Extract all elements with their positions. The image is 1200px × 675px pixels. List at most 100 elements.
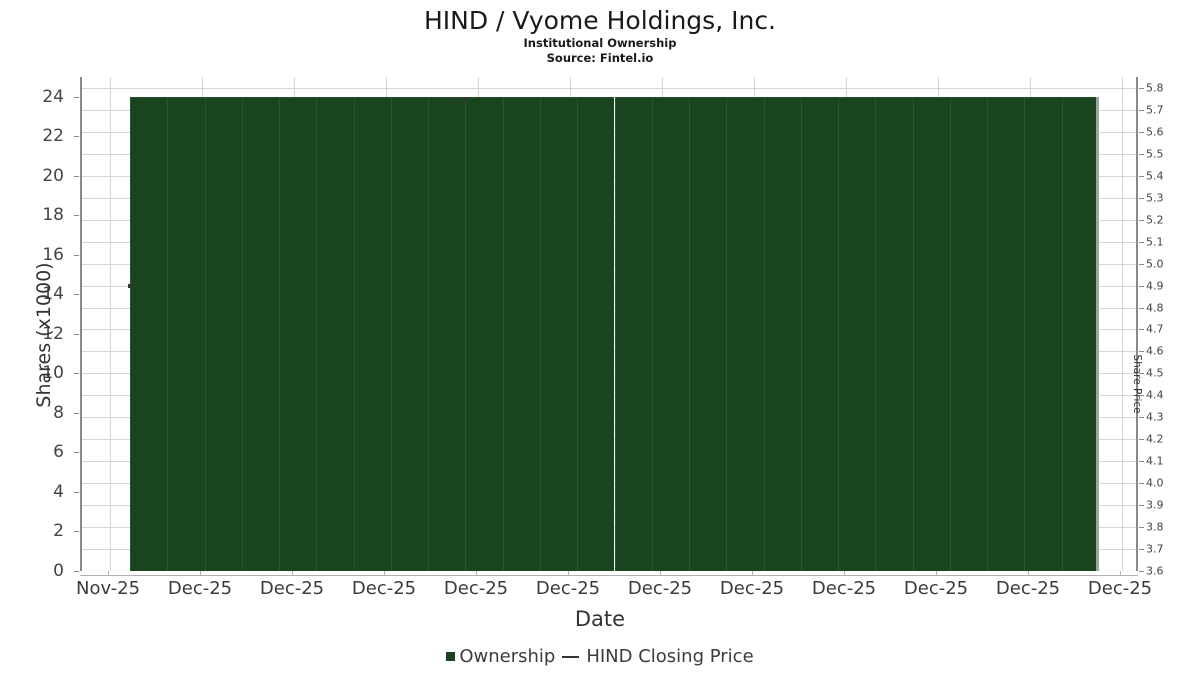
bar[interactable] [577, 96, 615, 571]
y-axis-left-tick: 2 [53, 521, 64, 542]
y-axis-left-tick: 10 [42, 363, 64, 384]
bar[interactable] [614, 96, 652, 571]
x-axis-labels: Nov-25 Dec-25 Dec-25 Dec-25 Dec-25 Dec-25 Dec-… [0, 578, 1200, 606]
tick-mark-right [1139, 549, 1144, 551]
tick-mark-bottom [936, 571, 937, 576]
tick-mark-right [1139, 131, 1144, 133]
bar[interactable] [539, 96, 578, 571]
bar[interactable] [875, 96, 913, 571]
tick-mark-right [1139, 439, 1144, 441]
tick-mark-left [74, 373, 79, 375]
tick-mark-bottom [108, 571, 109, 576]
bar[interactable] [949, 96, 988, 571]
tick-mark-left [74, 136, 79, 138]
y-axis-right-tick: 3.8 [1146, 520, 1164, 534]
bar[interactable] [726, 96, 764, 571]
bar[interactable] [241, 96, 280, 571]
bar[interactable] [130, 96, 168, 571]
y-axis-left-tick: 4 [53, 481, 64, 502]
y-axis-right-tick: 5.0 [1146, 257, 1164, 271]
y-axis-right-tick: 4.3 [1146, 410, 1164, 424]
bar[interactable] [353, 96, 391, 571]
chart-header: HIND / Vyome Holdings, Inc. Institutiona… [0, 0, 1200, 66]
bar[interactable] [838, 96, 876, 571]
tick-mark-right [1139, 241, 1144, 243]
tick-mark-bottom [1120, 571, 1121, 576]
y-axis-right-tick: 4.7 [1146, 322, 1164, 336]
tick-mark-bottom [660, 571, 661, 576]
bar[interactable] [800, 96, 839, 571]
bar[interactable] [279, 96, 317, 571]
legend-label-price: HIND Closing Price [586, 646, 754, 667]
chart-source: Source: Fintel.io [546, 51, 654, 65]
bar[interactable] [763, 96, 801, 571]
bar[interactable] [204, 96, 242, 571]
tick-mark-right [1139, 417, 1144, 419]
x-axis-line [80, 575, 1138, 576]
y-axis-right-tick: 5.6 [1146, 125, 1164, 139]
x-axis-tick: Dec-25 [259, 578, 325, 599]
y-axis-right-tick: 5.4 [1146, 169, 1164, 183]
tick-mark-right [1139, 285, 1144, 287]
tick-mark-right [1139, 483, 1144, 485]
tick-mark-right [1139, 153, 1144, 155]
x-axis-tick: Dec-25 [627, 578, 693, 599]
tick-mark-left [74, 531, 79, 533]
tick-mark-left [74, 452, 79, 454]
y-axis-right-tick: 4.6 [1146, 344, 1164, 358]
y-axis-left-tick: 0 [53, 561, 64, 581]
y-axis-right-tick: 4.2 [1146, 432, 1164, 446]
plot-area [80, 77, 1138, 571]
bar[interactable] [987, 96, 1025, 571]
tick-mark-left [74, 412, 79, 414]
y-axis-right-tick: 4.0 [1146, 476, 1164, 490]
tick-mark-bottom [200, 571, 201, 576]
y-axis-right-tick: 3.6 [1146, 564, 1164, 578]
y-axis-right-tick: 5.7 [1146, 103, 1164, 117]
bar[interactable] [912, 96, 950, 571]
bar[interactable] [465, 96, 503, 571]
legend-item-ownership[interactable]: Ownership [446, 646, 555, 667]
tick-mark-right [1139, 395, 1144, 397]
y-axis-left-tick: 6 [53, 442, 64, 463]
tick-mark-left [74, 96, 79, 98]
bar[interactable] [1061, 96, 1099, 571]
y-axis-left-tick: 16 [42, 244, 64, 265]
tick-mark-right [1139, 329, 1144, 331]
bar[interactable] [167, 96, 205, 571]
x-axis-tick: Dec-25 [443, 578, 509, 599]
legend-item-price[interactable]: HIND Closing Price [555, 646, 754, 667]
tick-mark-left [74, 215, 79, 217]
legend-label-ownership: Ownership [459, 646, 556, 667]
bar[interactable] [502, 96, 540, 571]
y-axis-right-tick: 4.9 [1146, 279, 1164, 293]
tick-mark-right [1139, 109, 1144, 111]
x-axis-tick: Dec-25 [719, 578, 785, 599]
tick-mark-left [74, 175, 79, 177]
tick-mark-right [1139, 505, 1144, 507]
bar[interactable] [1024, 96, 1062, 571]
bar-edge-highlight [1096, 96, 1099, 571]
tick-mark-right [1139, 263, 1144, 265]
tick-mark-bottom [844, 571, 845, 576]
y-axis-right-tick: 5.3 [1146, 191, 1164, 205]
bar[interactable] [689, 96, 727, 571]
tick-mark-right [1139, 571, 1144, 572]
y-axis-left: 0 2 4 6 8 10 12 14 16 18 20 22 24 [0, 77, 72, 581]
bar[interactable] [428, 96, 466, 571]
tick-mark-right [1139, 307, 1144, 309]
y-axis-left-tick: 14 [42, 284, 64, 305]
tick-mark-right [1139, 461, 1144, 463]
tick-mark-bottom [752, 571, 753, 576]
bar[interactable] [390, 96, 429, 571]
x-axis-title: Date [574, 607, 626, 631]
bar[interactable] [316, 96, 354, 571]
y-axis-left-tick: 24 [42, 86, 64, 107]
tick-mark-right [1139, 351, 1144, 353]
y-axis-right-tick: 4.1 [1146, 454, 1164, 468]
tick-mark-right [1139, 87, 1144, 89]
bar[interactable] [651, 96, 690, 571]
gridline-vertical [110, 77, 111, 571]
chart-subtitle: Institutional Ownership [523, 36, 677, 50]
x-axis-tick: Dec-25 [1087, 578, 1153, 599]
